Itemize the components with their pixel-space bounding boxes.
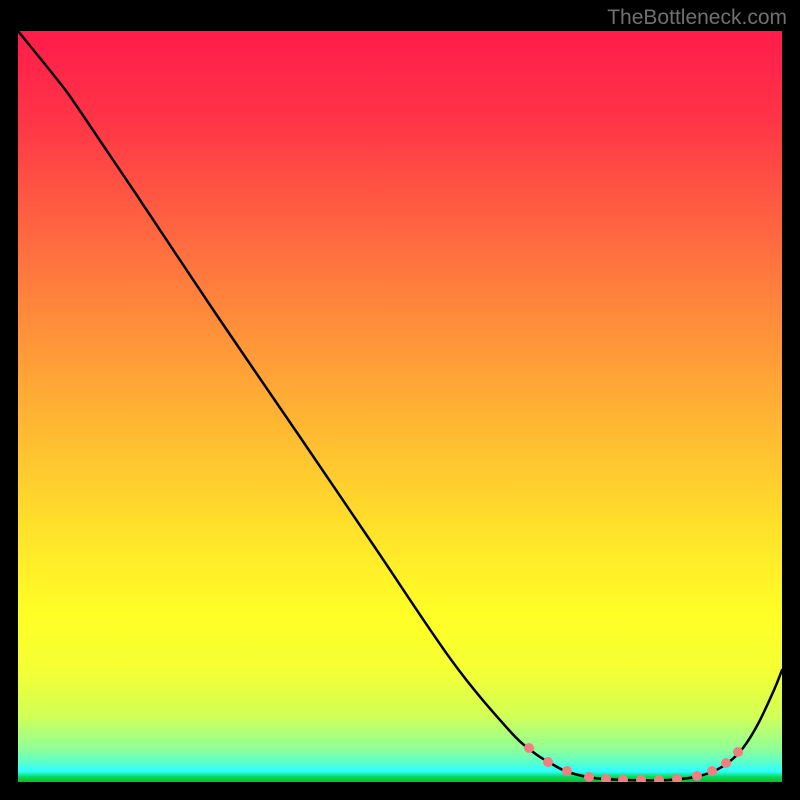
attribution-text: TheBottleneck.com — [607, 6, 787, 30]
chart-container: TheBottleneck.com — [0, 0, 800, 800]
plot-area — [18, 31, 782, 782]
